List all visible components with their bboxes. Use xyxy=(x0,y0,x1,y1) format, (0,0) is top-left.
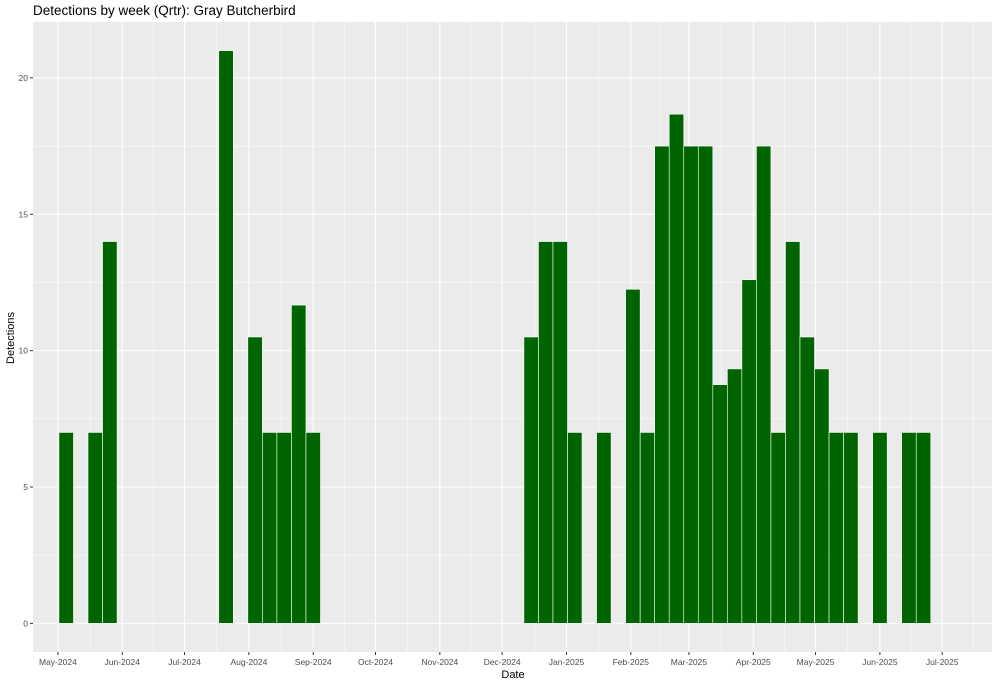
bar xyxy=(901,432,917,624)
bar xyxy=(291,304,307,624)
major-gridlines xyxy=(33,22,992,652)
bar xyxy=(843,432,859,624)
x-tick-label: Jul-2025 xyxy=(926,657,959,667)
bar xyxy=(276,432,292,624)
x-tick-label: May-2025 xyxy=(797,657,835,667)
bar xyxy=(262,432,278,624)
bar xyxy=(770,432,786,624)
bar xyxy=(552,241,568,624)
x-tick-label: Sep-2024 xyxy=(295,657,332,667)
y-tick-label: 20 xyxy=(19,73,29,83)
y-tick-label: 0 xyxy=(23,618,28,628)
bar xyxy=(799,336,815,624)
bar xyxy=(828,432,844,624)
bar xyxy=(596,432,612,624)
bar xyxy=(741,279,757,624)
bar xyxy=(756,145,772,624)
y-tick-label: 5 xyxy=(23,482,28,492)
bar xyxy=(654,145,670,624)
bar xyxy=(87,432,103,624)
bars xyxy=(58,50,932,624)
bar xyxy=(218,50,234,624)
bar xyxy=(247,336,263,624)
x-tick-label: Jan-2025 xyxy=(549,657,585,667)
bar xyxy=(639,432,655,624)
bar xyxy=(523,336,539,624)
x-tick-label: Apr-2025 xyxy=(736,657,771,667)
bar xyxy=(625,288,641,624)
y-tick-label: 10 xyxy=(19,346,29,356)
bar xyxy=(58,432,74,624)
x-axis: May-2024 Jun-2024 Jul-2024 Aug-2024 Sep-2024… xyxy=(39,652,959,667)
bar xyxy=(697,145,714,624)
x-tick-label: Jul-2024 xyxy=(168,657,201,667)
x-tick-label: May-2024 xyxy=(39,657,77,667)
bar xyxy=(102,241,118,624)
y-axis: 0 5 10 15 20 xyxy=(19,73,33,628)
x-tick-label: Jun-2024 xyxy=(105,657,141,667)
bar xyxy=(712,384,728,624)
x-tick-label: Dec-2024 xyxy=(484,657,521,667)
x-tick-label: Aug-2024 xyxy=(230,657,267,667)
x-axis-title: Date xyxy=(501,669,524,681)
chart-title: Detections by week (Qrtr): Gray Butcherb… xyxy=(33,3,296,18)
x-tick-label: Mar-2025 xyxy=(671,657,708,667)
bar xyxy=(305,432,321,624)
bar xyxy=(915,432,932,624)
bar xyxy=(785,241,801,624)
x-tick-label: Jun-2025 xyxy=(862,657,898,667)
x-tick-label: Oct-2024 xyxy=(358,657,393,667)
y-axis-title: Detections xyxy=(5,312,17,364)
bar xyxy=(683,145,699,624)
x-tick-label: Feb-2025 xyxy=(613,657,650,667)
bar xyxy=(567,432,583,624)
x-tick-label: Nov-2024 xyxy=(421,657,458,667)
bar xyxy=(814,368,830,624)
y-tick-label: 15 xyxy=(19,209,29,219)
bar xyxy=(727,368,743,624)
bar xyxy=(668,113,685,624)
bar xyxy=(538,241,554,624)
bar xyxy=(872,432,888,624)
